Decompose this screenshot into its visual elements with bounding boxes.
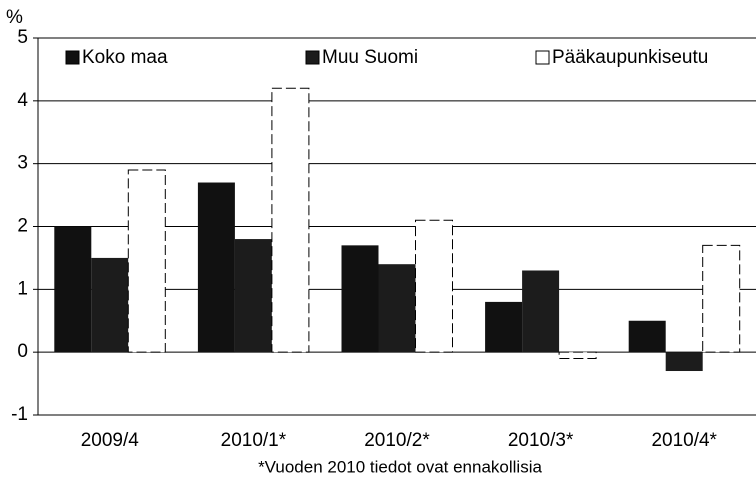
legend-label: Koko maa [82,47,168,68]
bar [702,244,741,353]
bar [127,169,166,353]
y-tick-label: 2 [17,216,28,237]
y-tick-label: 4 [17,90,28,111]
x-tick-label: 2010/3* [508,430,574,451]
x-tick-label: 2009/4 [81,430,140,451]
y-axis-label: % [6,7,23,28]
legend-swatch [65,50,80,65]
legend-label: Pääkaupunkiseutu [552,47,708,68]
bar [197,182,235,353]
bar [485,301,523,353]
legend-label: Muu Suomi [322,47,418,68]
bar [54,226,92,353]
legend-swatch [535,50,550,65]
y-tick-label: 0 [17,341,28,362]
y-tick-label: 1 [17,278,28,299]
bar [415,219,453,353]
x-tick-label: 2010/2* [364,430,430,451]
bar [522,270,560,353]
y-tick-label: 3 [17,153,28,174]
bar [378,264,416,353]
bar [271,87,310,353]
x-tick-label: 2010/1* [221,430,287,451]
bar [628,320,666,353]
y-tick-label: 5 [17,27,28,48]
bar [91,257,129,353]
bar [234,239,272,353]
bar [558,351,597,359]
bar [341,245,379,353]
bar [665,352,703,372]
legend-swatch [305,50,320,65]
footnote: *Vuoden 2010 tiedot ovat ennakollisia [258,457,542,476]
x-tick-label: 2010/4* [651,430,717,451]
y-tick-label: -1 [11,404,28,425]
